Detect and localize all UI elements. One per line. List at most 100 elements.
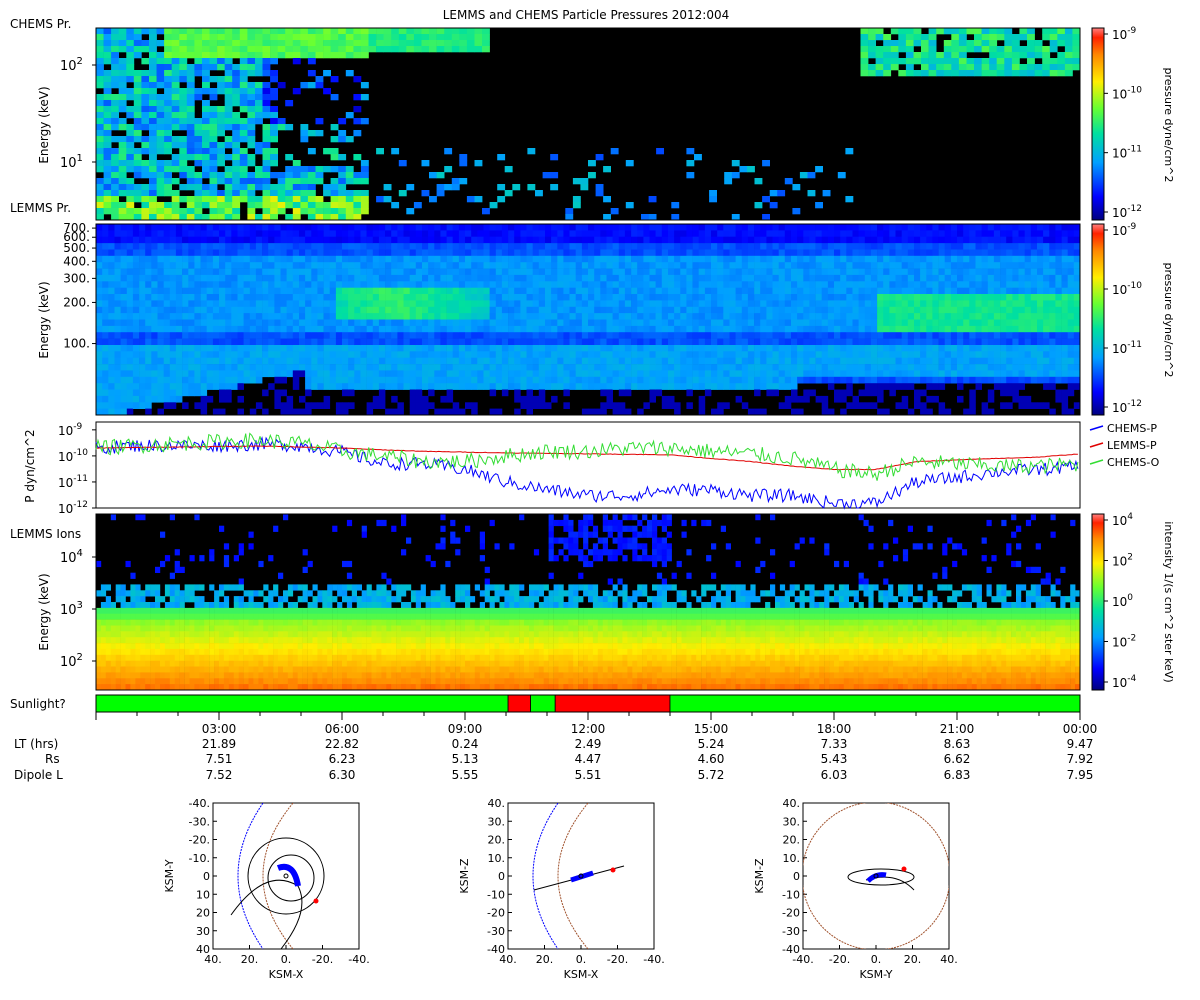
- ions-y-tick-exp: 3: [77, 600, 83, 611]
- ephemeris-label-lt: LT (hrs): [14, 737, 58, 751]
- lemms-y-axis-label: Energy (keV): [37, 281, 51, 358]
- orbit-y-tick-label: 30.: [783, 815, 801, 828]
- orbit-y-axis-label: KSM-Z: [753, 858, 766, 894]
- pressure-legend: CHEMS-P LEMMS-P CHEMS-O: [1089, 422, 1160, 469]
- lt-value: 7.33: [821, 737, 848, 751]
- dipole-l-value: 6.30: [329, 768, 356, 782]
- lt-value: 5.24: [698, 737, 725, 751]
- lemms-colorbar-ticks: 10-9 10-10 10-11 10-12: [1104, 222, 1142, 415]
- orbit-y-tick-label: -10: [487, 888, 505, 901]
- time-tick-label: 15:00: [694, 722, 729, 736]
- colorbar-tick-label: 10-2: [1112, 634, 1136, 650]
- rs-value: 7.92: [1067, 752, 1094, 766]
- lt-value: 0.24: [452, 737, 479, 751]
- orbit-x-tick-label: -40.: [792, 953, 813, 966]
- ions-y-tick-1e3: 103: [60, 600, 96, 618]
- position-marker: [610, 867, 616, 873]
- time-tick-label: 12:00: [571, 722, 606, 736]
- orbit-y-tick-label: 20.: [783, 834, 801, 847]
- lemms-colorbar: 10-9 10-10 10-11 10-12 pressure dyne/cm^2: [1091, 222, 1175, 416]
- chems-colorbar-ticks: 10-9 10-10 10-11 10-12: [1104, 26, 1142, 220]
- orbit-x-axis-label: KSM-X: [269, 968, 304, 981]
- time-column: 21:008.636.62 6.83: [940, 722, 975, 782]
- shadow-segment: [554, 694, 671, 713]
- time-tick-label: 09:00: [448, 722, 483, 736]
- orbit-y-tick-label: 40.: [488, 797, 506, 810]
- time-column: 12:002.494.47 5.51: [571, 722, 606, 782]
- ions-colorbar: 104 102 100 10-2 10-4 intensity 1/(s cm^2 st…: [1091, 512, 1175, 691]
- lemms-y-tick-label: 400.: [63, 254, 90, 268]
- sunlight-bar: [95, 694, 1081, 713]
- legend-chems-o: CHEMS-O: [1107, 456, 1160, 469]
- legend-chems-p: CHEMS-P: [1107, 422, 1157, 435]
- rs-value: 5.13: [452, 752, 479, 766]
- orbit-y-tick-label: -40: [782, 943, 800, 956]
- pressure-series: [95, 432, 1079, 510]
- orbit-y-tick-label: -10: [782, 888, 800, 901]
- orbit-x-axis-label: KSM-X: [564, 968, 599, 981]
- ions-y-tick-label: 10: [60, 551, 77, 566]
- orbit-y-tick-label: 20.: [488, 834, 506, 847]
- colorbar-tick-label: 10-9: [1112, 26, 1137, 42]
- colorbar-tick-label: 10-9: [1112, 222, 1137, 238]
- svg-text:101: 101: [60, 153, 83, 171]
- dipole-l-value: 7.95: [1067, 768, 1094, 782]
- orbit-x-tick-label: -20.: [607, 953, 628, 966]
- chems-y-tick-10: 101: [60, 153, 96, 171]
- time-tick-label: 18:00: [817, 722, 852, 736]
- time-column: 09:000.245.13 5.55: [448, 722, 483, 782]
- lemms-y-tick-label: 200.: [63, 295, 90, 309]
- time-tick-label: 06:00: [325, 722, 360, 736]
- chems-y-axis-label: Energy (keV): [37, 86, 51, 163]
- lemms-colorbar-scale: [1091, 223, 1105, 416]
- lemms-colorbar-label: pressure dyne/cm^2: [1162, 263, 1175, 378]
- lemms-y-tick-label: 500.: [63, 241, 90, 255]
- figure-title: LEMMS and CHEMS Particle Pressures 2012:…: [443, 8, 730, 22]
- chems-y-tick-label: 10: [60, 59, 77, 74]
- lt-value: 21.89: [202, 737, 236, 751]
- position-marker: [901, 866, 907, 872]
- lt-value: 2.49: [575, 737, 602, 751]
- sunlight-segment: [530, 694, 556, 713]
- ephemeris-row-labels: LT (hrs) Rs Dipole L: [14, 737, 63, 782]
- orbit-ellipse: [847, 868, 915, 886]
- dipole-l-value: 5.55: [452, 768, 479, 782]
- ions-y-tick-exp: 4: [77, 548, 83, 559]
- sunlight-panel: Sunlight?: [10, 694, 1081, 713]
- pressure-plot-frame: [95, 421, 1081, 509]
- pressure-y-tick-label: 10-9: [58, 422, 83, 438]
- orbit-y-tick-label: 10.: [783, 852, 801, 865]
- colorbar-tick-label: 10-11: [1112, 340, 1142, 356]
- colorbar-tick-label: 10-4: [1112, 674, 1137, 690]
- lemms-ions-panel: LEMMS Ions Energy (keV) 104 103 102: [10, 513, 1081, 691]
- orbit-y-tick-label: -30: [782, 925, 800, 938]
- chems-pressure-panel: CHEMS Pr. LEMMS Pr. Energy (keV) 102 101: [10, 17, 1081, 221]
- orbit-y-tick-label: 10.: [488, 852, 506, 865]
- orbit-x-tick-label: 0.: [576, 953, 587, 966]
- orbit-y-tick-label: -40: [487, 943, 505, 956]
- lt-value: 8.63: [944, 737, 971, 751]
- orbit-y-axis-label: KSM-Y: [163, 859, 176, 892]
- magnetopause-curve: [262, 803, 294, 949]
- ions-colorbar-label: intensity 1/(s cm^2 ster keV): [1162, 521, 1175, 682]
- svg-text:102: 102: [60, 56, 83, 74]
- pressure-y-ticks: 10-9 10-10 10-11 10-12: [58, 422, 96, 516]
- colorbar-tick-label: 104: [1112, 512, 1133, 528]
- time-tick-label: 21:00: [940, 722, 975, 736]
- orbit-y-tick-label: -20: [487, 907, 505, 920]
- orbit-x-tick-label: 20.: [241, 953, 259, 966]
- colorbar-tick-label: 10-10: [1112, 281, 1142, 297]
- orbit-circle-inner: [267, 854, 315, 902]
- colorbar-tick-label: 100: [1112, 593, 1133, 609]
- orbit-y-tick-label: -10.: [189, 852, 210, 865]
- lt-value: 9.47: [1067, 737, 1094, 751]
- ions-panel-frame: [95, 513, 1081, 691]
- time-column: 00:009.477.92 7.95: [1063, 722, 1098, 782]
- orbit-x-tick-label: 0.: [281, 953, 292, 966]
- lemms-y-tick-label: 100.: [63, 337, 90, 351]
